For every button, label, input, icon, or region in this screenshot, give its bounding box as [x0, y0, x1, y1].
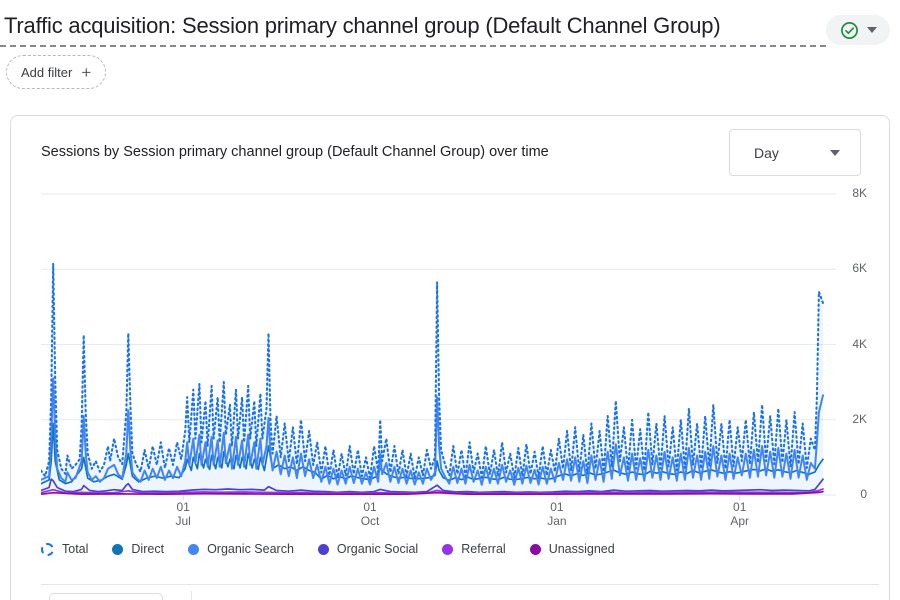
legend-swatch-icon — [317, 543, 329, 555]
y-axis-label: 6K — [852, 261, 867, 276]
y-axis-label: 0 — [860, 487, 867, 501]
page-title: Traffic acquisition: Session primary cha… — [4, 13, 721, 38]
legend-label: Direct — [131, 542, 165, 556]
legend-item-organic-search[interactable]: Organic Search — [188, 542, 294, 556]
legend-item-referral[interactable]: Referral — [442, 542, 506, 556]
series-line-organic-social — [41, 478, 824, 494]
y-axis-labels: 0 2K 4K 6K 8K — [837, 186, 871, 502]
chart-legend: Total Direct Organic Search Organic Social R… — [41, 542, 615, 556]
series-line-unassigned — [41, 490, 824, 496]
chart-card: Sessions by Session primary channel grou… — [10, 115, 890, 600]
x-axis-labels: 01 Jul 01 Oct 01 Jan 01 Apr — [41, 500, 837, 532]
granularity-value: Day — [754, 144, 779, 161]
table-column-divider — [191, 591, 192, 600]
legend-item-total[interactable]: Total — [41, 542, 88, 556]
legend-label: Unassigned — [548, 542, 615, 556]
chart-title: Sessions by Session primary channel grou… — [41, 144, 549, 160]
title-dashed-underline — [0, 45, 826, 47]
legend-swatch-icon — [41, 542, 54, 556]
legend-item-unassigned[interactable]: Unassigned — [529, 542, 615, 556]
check-circle-icon — [840, 21, 859, 40]
chevron-down-icon — [866, 27, 877, 33]
y-axis-label: 2K — [852, 411, 867, 426]
x-axis-label: 01 Apr — [730, 500, 750, 528]
add-filter-label: Add filter — [21, 64, 73, 80]
legend-item-direct[interactable]: Direct — [112, 542, 164, 556]
table-search-box[interactable] — [49, 593, 163, 600]
y-axis-label: 8K — [852, 186, 867, 200]
series-line-referral — [41, 488, 824, 494]
chart-canvas[interactable] — [41, 186, 837, 502]
series-line-total — [41, 262, 825, 479]
legend-label: Total — [62, 542, 89, 556]
plus-icon: + — [81, 62, 92, 82]
legend-label: Organic Social — [336, 542, 419, 556]
granularity-select[interactable]: Day — [729, 129, 861, 176]
report-validation-button[interactable] — [826, 15, 890, 45]
legend-swatch-icon — [188, 543, 200, 555]
legend-swatch-icon — [529, 543, 541, 555]
legend-label: Organic Search — [207, 542, 294, 556]
series-line-organic-search — [41, 377, 824, 486]
legend-swatch-icon — [442, 543, 454, 555]
chevron-down-icon — [830, 149, 840, 156]
x-axis-label: 01 Oct — [360, 500, 380, 528]
x-axis-label: 01 Jan — [547, 500, 567, 528]
legend-item-organic-social[interactable]: Organic Social — [317, 542, 419, 556]
legend-swatch-icon — [112, 543, 124, 555]
table-divider — [41, 584, 879, 585]
y-axis-label: 4K — [852, 336, 867, 351]
legend-label: Referral — [461, 542, 506, 556]
add-filter-button[interactable]: Add filter + — [6, 55, 107, 89]
x-axis-label: 01 Jul — [175, 500, 191, 528]
